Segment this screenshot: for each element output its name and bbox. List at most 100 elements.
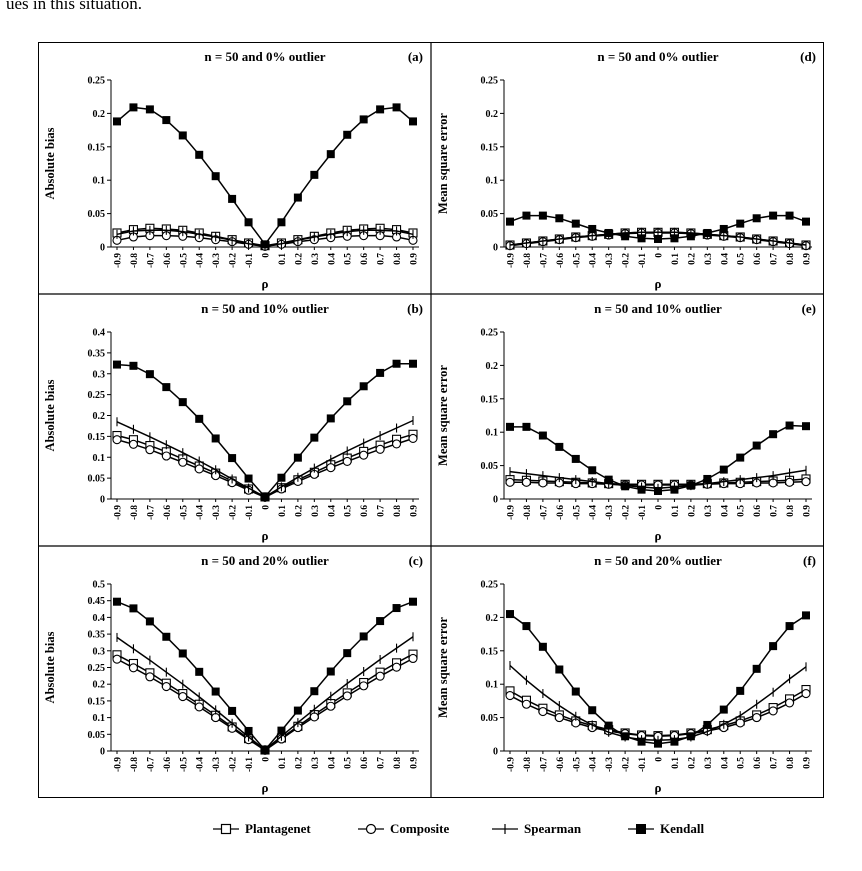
data-point [538, 211, 547, 220]
x-tick-label: 0.4 [327, 505, 337, 517]
data-point [326, 463, 336, 473]
data-point [801, 689, 811, 699]
y-tick-label: 0.15 [481, 394, 499, 405]
x-tick-label: -0.7 [146, 757, 156, 772]
y-axis-label: Absolute bias [43, 127, 57, 199]
y-tick-label: 0.05 [481, 713, 499, 724]
data-point [359, 382, 368, 391]
data-point [686, 481, 695, 490]
x-tick-label: 0.6 [753, 505, 763, 517]
y-axis-label: Absolute bias [43, 379, 57, 451]
data-point [703, 228, 712, 237]
legend-item-plantagenet: Plantagenet [213, 818, 311, 840]
data-point [261, 240, 269, 249]
x-tick-label: 0.7 [770, 757, 780, 769]
square-open-marker-icon [213, 823, 239, 835]
data-point [359, 632, 368, 641]
data-point [506, 610, 514, 619]
chart-panel-d: n = 50 and 0% outlier (d) 0 0.05 0.1 0.15 0.2 0… [436, 49, 816, 291]
data-point [113, 597, 121, 606]
legend-label: Composite [390, 821, 450, 836]
x-tick-label: 0.8 [786, 253, 796, 265]
x-tick-label: 0.9 [803, 253, 813, 265]
x-tick-label: 0.4 [720, 757, 730, 769]
series-spearman [509, 227, 807, 250]
data-point [768, 478, 778, 488]
data-point [129, 604, 138, 613]
chart-title: n = 50 and 0% outlier [597, 49, 718, 64]
x-tick-label: -0.7 [146, 505, 156, 520]
data-point [376, 617, 385, 626]
y-tick-label: 0.15 [481, 646, 499, 657]
data-point [538, 478, 548, 488]
data-point [228, 454, 237, 463]
x-axis-label: ρ [655, 276, 662, 291]
data-point [129, 103, 138, 112]
legend-item-kendall: Kendall [628, 818, 704, 840]
x-axis-label: ρ [262, 528, 269, 543]
x-tick-label: -0.9 [114, 757, 124, 772]
data-point [604, 475, 613, 484]
y-tick-label: 0 [100, 495, 105, 506]
data-point [785, 421, 794, 430]
data-point [604, 228, 613, 237]
data-point [343, 397, 352, 406]
x-tick-label: -0.7 [539, 757, 549, 772]
data-point [785, 622, 794, 631]
x-tick-label: 0.7 [377, 253, 387, 265]
series-line-plantagenet [509, 688, 807, 737]
chart-title: n = 50 and 20% outlier [201, 553, 329, 568]
x-tick-label: 0.8 [393, 253, 403, 265]
data-point [785, 211, 794, 220]
legend-label: Kendall [660, 821, 705, 836]
square-filled-marker-icon [628, 824, 654, 834]
data-point [736, 219, 745, 228]
x-tick-label: 0.2 [294, 757, 304, 769]
data-point [145, 370, 154, 379]
x-tick-label: -0.6 [556, 505, 566, 520]
data-point [244, 726, 253, 735]
data-point [719, 705, 728, 714]
y-tick-label: 0.1 [93, 713, 106, 724]
y-tick-label: 0.45 [88, 596, 106, 607]
x-tick-label: 0.2 [294, 253, 304, 265]
data-point [376, 368, 385, 377]
x-tick-label: -0.2 [229, 757, 239, 772]
data-point [178, 692, 188, 702]
x-tick-label: 0.9 [803, 757, 813, 769]
preceding-text: ues in this situation. [6, 0, 142, 13]
x-tick-label: -0.2 [229, 505, 239, 520]
data-point [261, 745, 269, 754]
x-tick-label: 0.6 [753, 253, 763, 265]
x-tick-label: 0.7 [770, 505, 780, 517]
x-tick-label: -0.8 [523, 757, 533, 772]
x-tick-label: 0.5 [344, 253, 354, 265]
data-point [162, 383, 171, 392]
data-point [588, 224, 597, 233]
x-tick-label: 0.9 [410, 505, 420, 517]
x-tick-label: 0.1 [671, 505, 681, 517]
data-point [359, 115, 368, 124]
x-tick-label: 0.5 [344, 505, 354, 517]
legend: Plantagenet Composite Spearman Kendall [0, 818, 862, 840]
x-tick-label: -0.9 [507, 253, 517, 268]
series-line-spearman [509, 664, 807, 742]
data-point [735, 718, 745, 728]
data-point [670, 485, 679, 494]
data-point [506, 422, 514, 431]
data-point [554, 713, 564, 723]
data-point [637, 234, 646, 243]
data-point [637, 737, 646, 746]
y-tick-label: 0.05 [88, 730, 106, 741]
data-point [505, 691, 515, 701]
data-point [752, 214, 761, 223]
y-tick-label: 0.5 [93, 580, 106, 591]
x-tick-label: -0.8 [523, 505, 533, 520]
x-tick-label: 0.6 [753, 757, 763, 769]
data-point [293, 706, 302, 715]
data-point [521, 699, 531, 709]
data-point [211, 713, 221, 723]
x-tick-label: -0.6 [556, 253, 566, 268]
series-line-kendall [116, 106, 414, 246]
